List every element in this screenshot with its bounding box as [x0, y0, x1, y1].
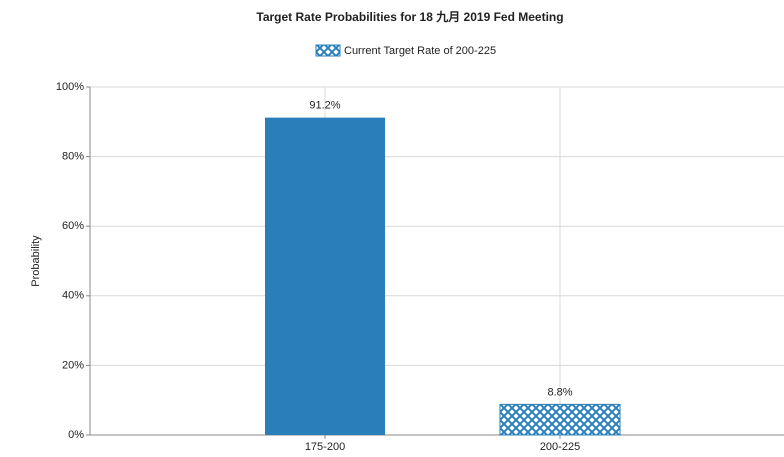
y-tick-label: 100% — [56, 81, 84, 93]
x-tick-label: 175-200 — [305, 441, 345, 453]
y-tick-label: 40% — [62, 290, 84, 302]
value-label: 8.8% — [547, 386, 572, 398]
bar — [499, 403, 621, 436]
x-tick-label: 200-225 — [540, 441, 580, 453]
y-tick-label: 60% — [62, 220, 84, 232]
value-label: 91.2% — [309, 100, 340, 112]
chart-title: Target Rate Probabilities for 18 九月 2019… — [256, 9, 563, 24]
legend-label: Current Target Rate of 200-225 — [344, 45, 496, 57]
bar — [265, 117, 385, 436]
legend-swatch — [315, 44, 341, 57]
y-tick-label: 20% — [62, 359, 84, 371]
y-axis-label: Probability — [30, 235, 42, 287]
y-tick-label: 80% — [62, 151, 84, 163]
y-tick-label: 0% — [68, 429, 84, 441]
